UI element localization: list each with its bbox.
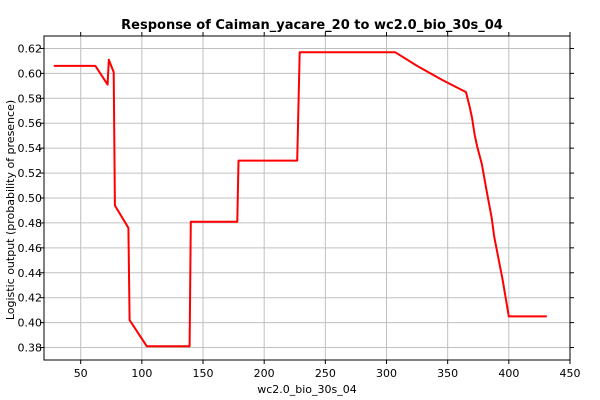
y-tick-label: 0.62 [18,42,43,55]
y-axis-label: Logistic output (probability of presence… [4,100,17,320]
y-tick-label: 0.58 [18,92,43,105]
x-tick-label: 250 [315,367,336,380]
x-tick-label: 350 [437,367,458,380]
x-tick-label: 450 [560,367,581,380]
y-tick-label: 0.52 [18,167,43,180]
grid [44,36,571,360]
y-tick-label: 0.40 [18,317,43,330]
y-tick-label: 0.56 [18,117,43,130]
x-tick-label: 400 [498,367,519,380]
x-tick-label: 200 [254,367,275,380]
y-tick-label: 0.60 [18,67,43,80]
y-tick-label: 0.46 [18,242,43,255]
y-tick-label: 0.38 [18,342,43,355]
y-tick-label: 0.44 [18,267,43,280]
y-tick-label: 0.48 [18,217,43,230]
ticks: 50 100 150 200 250 300 350 400 450 0.38 0.40 0.42 0.… [18,32,581,380]
x-tick-label: 50 [74,367,88,380]
x-tick-label: 150 [193,367,214,380]
response-curve [53,51,547,348]
y-tick-label: 0.54 [18,142,43,155]
y-tick-label: 0.50 [18,192,43,205]
x-tick-label: 300 [376,367,397,380]
chart-title: Response of Caiman_yacare_20 to wc2.0_bi… [121,18,503,33]
y-tick-label: 0.42 [18,292,43,305]
x-axis-label: wc2.0_bio_30s_04 [257,383,357,396]
x-tick-label: 100 [131,367,152,380]
series-layer [53,51,547,348]
